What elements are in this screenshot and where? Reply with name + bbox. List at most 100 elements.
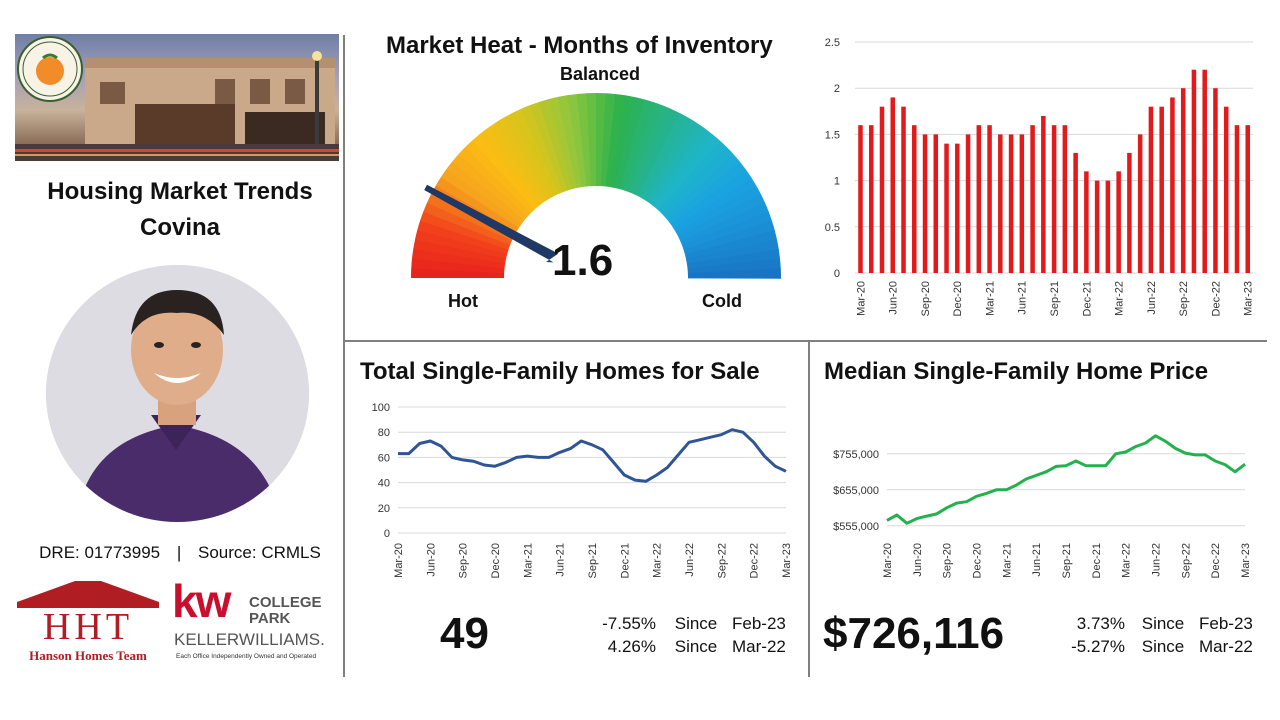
gauge-segment <box>412 248 506 269</box>
homes-ytick-label: 80 <box>378 427 390 439</box>
gauge-segment <box>605 94 626 188</box>
homes-line <box>398 428 787 483</box>
bar-xtick-label: Jun-21 <box>1017 281 1029 315</box>
bar <box>901 106 906 274</box>
gauge-segment <box>653 134 721 210</box>
bar-ytick-label: 1.5 <box>825 129 840 141</box>
price-xtick-label: Sep-21 <box>1061 543 1073 578</box>
price-xtick-label: Dec-20 <box>972 543 984 578</box>
gauge-segment <box>619 99 654 191</box>
gauge-segment <box>548 96 578 190</box>
gauge-segment <box>664 154 741 221</box>
homes-ytick-label: 100 <box>372 402 390 414</box>
gauge-hot-label: Hot <box>448 291 478 311</box>
bar <box>976 125 982 273</box>
gauge-segment <box>667 161 747 225</box>
gauge-segment <box>495 117 551 201</box>
bar <box>1062 125 1068 273</box>
price-ytick-label: $755,000 <box>833 449 879 461</box>
price-xtick-label: Sep-22 <box>1180 543 1192 578</box>
bar <box>998 134 1003 273</box>
price-change-row-2: -5.27% Since Mar-22 <box>1055 637 1253 657</box>
kw-tagline: Each Office Independently Owned and Oper… <box>176 653 317 660</box>
gauge-segment <box>465 140 535 213</box>
bar <box>1041 115 1046 273</box>
bar <box>1116 171 1121 273</box>
price-change-period-2: Mar-22 <box>1199 637 1253 656</box>
gauge-segment <box>538 99 573 191</box>
gauge-segment <box>411 267 505 278</box>
bar <box>1148 106 1154 274</box>
kw-park: PARK <box>249 610 291 627</box>
sidebar-title-line1: Housing Market Trends <box>47 178 313 205</box>
price-ytick-label: $555,000 <box>833 521 879 533</box>
gauge-segment <box>680 202 769 246</box>
homes-change-row-2: 4.26% Since Mar-22 <box>590 637 786 657</box>
bar <box>944 143 949 273</box>
median-price-line-chart: $555,000 $655,000 $755,000 Mar-20 Jun-20 Sep-… <box>833 434 1252 578</box>
price-xtick-label: Mar-20 <box>882 543 894 578</box>
gauge-cold-label: Cold <box>702 291 742 311</box>
price-change-period-1: Feb-23 <box>1199 614 1253 633</box>
divider-bottom-panels <box>808 341 810 677</box>
bar <box>1051 125 1057 273</box>
homes-xtick-label: Sep-20 <box>458 543 470 578</box>
homes-ytick-label: 60 <box>378 452 390 464</box>
bar <box>912 125 917 273</box>
bar-ytick-label: 2 <box>834 83 840 95</box>
price-xtick-label: Sep-20 <box>942 543 954 578</box>
bar-xtick-label: Mar-23 <box>1243 281 1255 316</box>
bar <box>1170 97 1175 273</box>
gauge-segment <box>529 101 568 193</box>
kw-mark: kw <box>172 575 231 627</box>
bar <box>1137 134 1143 273</box>
homes-change-period-1: Feb-23 <box>732 614 786 633</box>
gauge-segment <box>610 95 636 189</box>
price-xtick-label: Mar-21 <box>1001 543 1013 578</box>
gauge-segment <box>423 202 513 246</box>
bar-xtick-label: Sep-22 <box>1178 281 1190 316</box>
gauge-segment <box>413 238 507 264</box>
kw-college: COLLEGE <box>249 594 322 611</box>
gauge-segment <box>487 122 547 204</box>
bar-xtick-label: Sep-21 <box>1049 281 1061 316</box>
gauge-segment <box>687 268 781 279</box>
price-xtick-label: Dec-22 <box>1210 543 1222 578</box>
gauge-segment <box>435 176 520 232</box>
hht-logo: HHT Hanson Homes Team <box>17 578 159 664</box>
gauge-balanced-label: Balanced <box>559 64 641 84</box>
gauge-segment <box>426 193 515 241</box>
bar <box>922 134 928 273</box>
bar-ytick-label: 0 <box>834 268 840 280</box>
gauge-segment <box>670 169 752 229</box>
price-xtick-label: Jun-20 <box>912 543 924 577</box>
bar <box>1245 125 1250 273</box>
price-change-since-2: Since <box>1141 637 1185 656</box>
gauge-segment <box>675 185 762 237</box>
bar <box>890 97 896 273</box>
gauge-segment <box>628 105 672 195</box>
months-of-inventory-bar-chart: 0 0.5 1 1.5 2 2.5 Mar-20 Jun-20 Sep-20 Dec-20 Mar-… <box>825 37 1255 316</box>
gauge-segment <box>624 102 663 193</box>
bar-xtick-label: Mar-22 <box>1114 281 1126 316</box>
homes-xtick-label: Mar-23 <box>781 543 793 578</box>
gauge-segment <box>657 140 728 214</box>
homes-xtick-label: Mar-22 <box>652 543 664 578</box>
gauge-segment <box>596 93 607 187</box>
divider-sidebar <box>343 35 345 677</box>
homes-xtick-label: Mar-21 <box>522 543 534 578</box>
gauge-segment <box>677 194 766 241</box>
homes-change-pct-2: 4.26% <box>607 637 656 656</box>
price-xtick-label: Jun-21 <box>1031 543 1043 577</box>
kw-logo: kw COLLEGE PARK KELLERWILLIAMS. Each Off… <box>172 575 332 666</box>
homes-xtick-label: Sep-22 <box>716 543 728 578</box>
bar <box>1030 125 1035 273</box>
gauge-dial <box>411 93 781 279</box>
gauge-segment <box>650 128 713 207</box>
homes-xtick-label: Jun-20 <box>425 543 437 577</box>
bar-xtick-label: Dec-22 <box>1210 281 1222 316</box>
homes-change-row-1: -7.55% Since Feb-23 <box>590 614 786 634</box>
homes-xtick-label: Dec-20 <box>490 543 502 578</box>
gauge-segment <box>452 153 528 221</box>
homes-for-sale-title: Total Single-Family Homes for Sale <box>360 358 760 385</box>
